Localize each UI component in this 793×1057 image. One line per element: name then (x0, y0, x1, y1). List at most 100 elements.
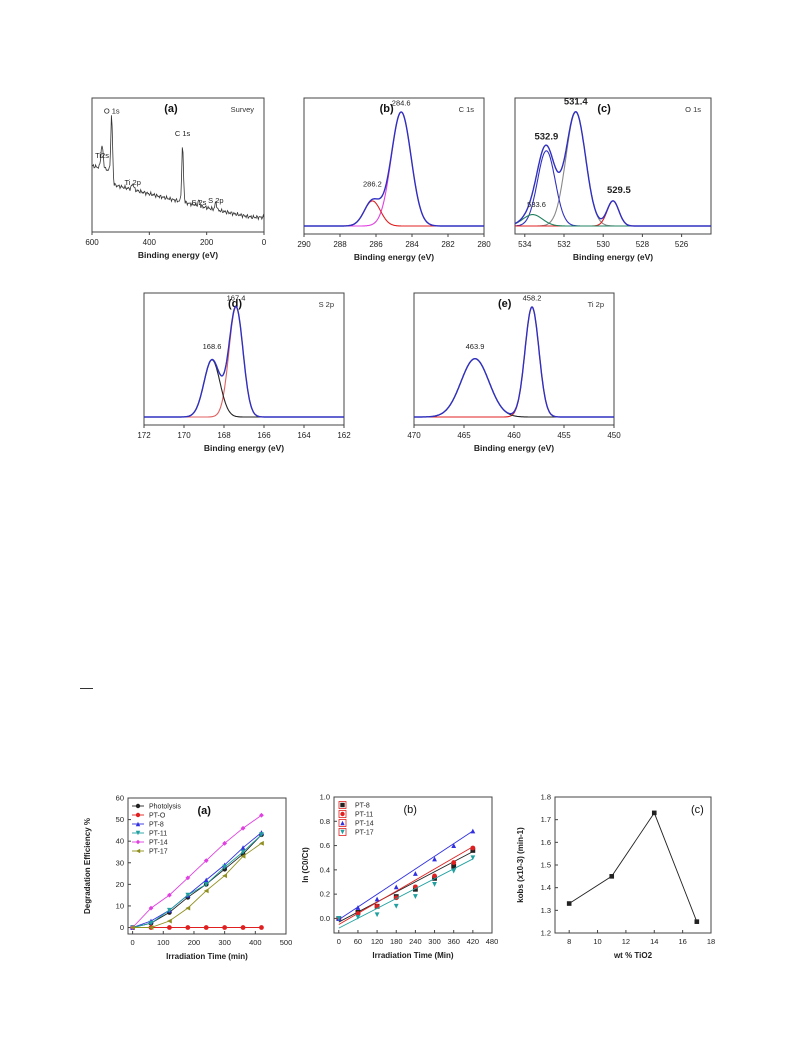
data-point (340, 829, 345, 835)
data-point (412, 894, 418, 899)
panel-letter: (a) (198, 805, 212, 817)
plot-frame (333, 796, 493, 934)
x-tick-label: 162 (337, 431, 351, 440)
data-point (651, 810, 657, 816)
x-tick-label: 465 (457, 431, 471, 440)
data-point (470, 828, 476, 834)
data-point (374, 896, 380, 902)
x-tick-label: 280 (477, 240, 491, 249)
x-tick-label: 10 (593, 937, 601, 946)
x-tick-label: 0 (262, 238, 267, 247)
kobs-chart: 8 10 12 14 16 18 1.2 1.3 1.4 1.5 1.6 1.7 1.8 wt % TiO… (515, 785, 720, 975)
legend-label: PT-14 (355, 821, 374, 828)
x-axis-label: Irradiation Time (min) (166, 952, 248, 961)
data-point (340, 811, 345, 817)
data-point (336, 916, 342, 921)
x-tick-label: 528 (636, 240, 650, 249)
peak-label: 284.6 (392, 98, 411, 107)
y-tick-label: 0.8 (320, 817, 330, 826)
data-point (412, 871, 418, 876)
spectrum-tag: O 1s (685, 105, 701, 114)
peak-label: 533.6 (527, 200, 546, 209)
data-point (135, 830, 141, 836)
series-line (132, 814, 262, 928)
data-point (432, 856, 437, 862)
legend-box (338, 819, 347, 827)
x-tick-label: 600 (85, 238, 99, 247)
envelope-fit (514, 110, 711, 227)
envelope-fit (144, 305, 344, 418)
peak-label: 531.4 (564, 96, 588, 107)
data-point (167, 918, 172, 924)
peak-label: S 2p (208, 196, 223, 205)
data-point (451, 863, 457, 869)
data-point (451, 860, 457, 865)
x-axis-label: Binding energy (eV) (354, 252, 434, 262)
x-tick-label: 534 (518, 240, 532, 249)
x-tick-label: 530 (597, 240, 611, 249)
x-tick-label: 532 (557, 240, 571, 249)
x-tick-label: 460 (507, 431, 521, 440)
data-point (148, 920, 154, 926)
data-point (393, 884, 399, 890)
data-point (451, 843, 457, 848)
x-tick-label: 166 (257, 431, 271, 440)
data-point (355, 914, 361, 920)
data-point (185, 905, 191, 911)
data-point (240, 925, 246, 930)
x-tick-label: 8 (567, 937, 571, 946)
y-tick-label: 1.7 (541, 815, 551, 824)
data-point (130, 925, 136, 930)
x-tick-label: 450 (607, 431, 621, 440)
data-point (135, 839, 141, 845)
x-tick-label: 12 (622, 937, 630, 946)
data-point (203, 925, 209, 930)
y-tick-label: 1.2 (541, 929, 551, 938)
data-point (135, 803, 141, 809)
data-point (470, 855, 476, 861)
x-axis-label: Binding energy (eV) (474, 443, 554, 453)
series-line (132, 842, 262, 928)
x-tick-label: 16 (678, 937, 686, 946)
data-point (566, 901, 572, 906)
x-tick-label: 170 (177, 431, 191, 440)
component-peak-284.6 (304, 111, 484, 227)
data-point (470, 848, 476, 853)
data-point (412, 886, 418, 892)
peak-label: O 1s (104, 106, 120, 115)
x-tick-label: 300 (428, 937, 441, 946)
legend-label: Photolysis (149, 804, 181, 811)
peak-label: 286.2 (363, 179, 382, 188)
envelope-fit (304, 111, 484, 227)
y-tick-label: 1.8 (541, 793, 551, 802)
peak-label: 167.4 (227, 294, 246, 303)
data-point (203, 858, 209, 864)
peak-label: Ti 2p (125, 178, 141, 187)
legend-label: PT-14 (149, 840, 168, 847)
data-point (393, 903, 399, 909)
x-tick-label: 420 (467, 937, 480, 946)
data-point (185, 892, 191, 898)
spectrum-tag: C 1s (459, 105, 475, 114)
plot-frame (127, 797, 287, 935)
data-point (259, 832, 264, 838)
xps-panel-a: 600 400 200 0 Binding energy (eV) (a) Survey O … (78, 90, 278, 280)
y-tick-label: 0.6 (320, 841, 330, 850)
y-tick-label: 10 (116, 901, 124, 910)
data-point (222, 840, 228, 846)
data-point (340, 820, 345, 826)
series-line (132, 834, 262, 928)
data-point (259, 840, 264, 846)
x-axis-label: Binding energy (eV) (573, 252, 653, 262)
data-point (203, 881, 209, 887)
x-tick-label: 18 (707, 937, 715, 946)
x-tick-label: 200 (188, 938, 201, 947)
xps-panel-d: 172 170 168 166 164 162 Binding energy (eV) (d)… (130, 285, 360, 475)
y-tick-label: 1.4 (541, 883, 551, 892)
divider-line (80, 688, 93, 689)
data-point (355, 905, 361, 910)
plot-frame (514, 97, 712, 235)
xps-panel-b: 290 288 286 284 282 280 Binding energy (eV) (b)… (282, 90, 497, 280)
x-tick-label: 60 (354, 937, 362, 946)
y-tick-label: 0 (120, 923, 124, 932)
